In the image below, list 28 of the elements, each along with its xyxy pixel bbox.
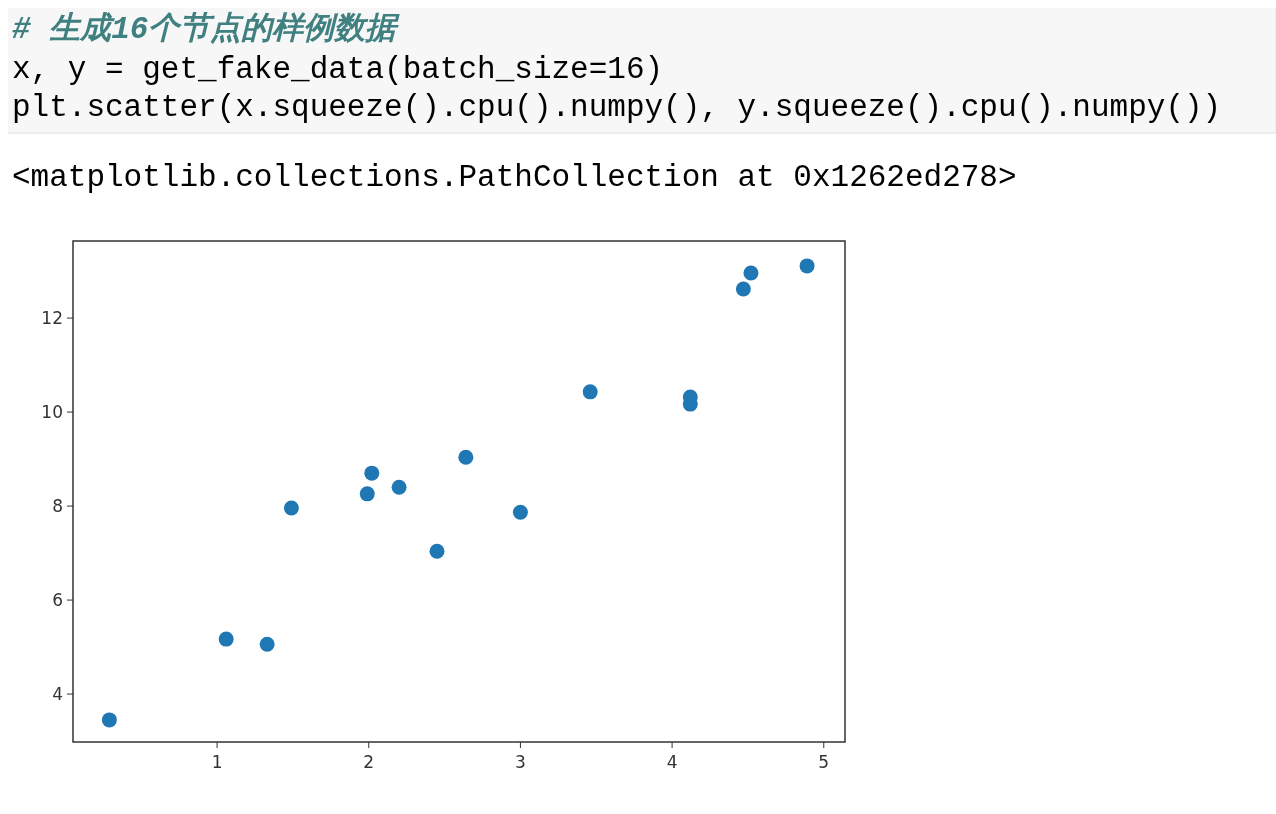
point <box>391 479 407 495</box>
point <box>101 712 117 728</box>
x-tick-label: 3 <box>515 752 526 772</box>
point <box>512 504 528 520</box>
text: # 生成16个节点的样例数据 <box>12 11 401 47</box>
point <box>799 258 815 274</box>
x-tick-label: 1 <box>211 752 223 772</box>
text: plt.scatter(x.squeeze().cpu().numpy(), y.squeeze().cpu().numpy()) <box>12 90 1222 125</box>
y-tick-label: 12 <box>41 308 63 329</box>
text: <matplotlib.collections.PathCollection at 0x1262ed278> <box>12 160 1017 195</box>
point <box>743 265 759 281</box>
x-tick-label: 5 <box>818 752 830 772</box>
text: x, y = get_fake_data(batch_size=16) <box>12 52 664 87</box>
point <box>218 631 234 647</box>
point <box>259 636 275 652</box>
point <box>458 449 474 465</box>
y-tick-label: 10 <box>41 402 63 423</box>
point <box>582 384 598 400</box>
x-tick-label: 4 <box>666 752 678 772</box>
x-tick-label: 2 <box>363 752 375 772</box>
y-tick-label: 4 <box>52 684 63 705</box>
point <box>283 500 299 516</box>
point <box>735 281 751 297</box>
y-tick-label: 8 <box>52 496 63 517</box>
y-tick-label: 6 <box>52 590 63 611</box>
point <box>359 486 375 502</box>
point <box>429 543 445 559</box>
point <box>364 465 380 481</box>
